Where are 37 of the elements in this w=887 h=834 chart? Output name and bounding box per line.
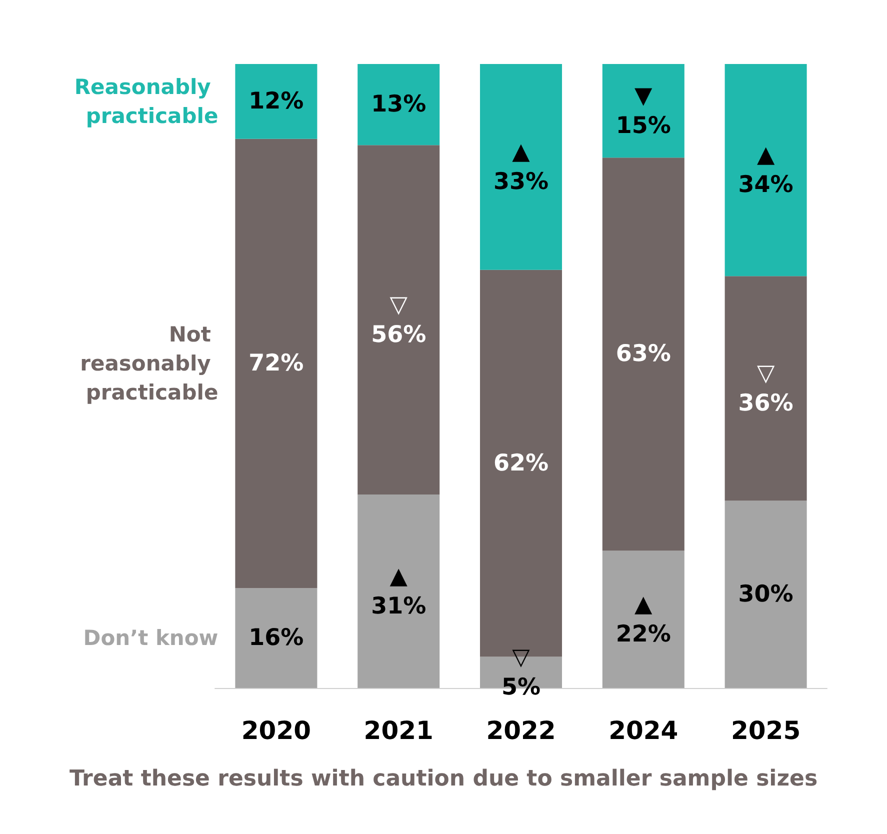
data-label: 72%	[248, 350, 304, 377]
bar	[602, 158, 684, 551]
data-label: 63%	[616, 341, 671, 368]
x-tick-label: 2022	[486, 716, 556, 745]
data-label: 30%	[738, 581, 794, 608]
data-label: 13%	[371, 92, 426, 118]
data-label: ▽ 5%	[501, 644, 541, 700]
bar	[235, 588, 318, 688]
bar	[358, 145, 440, 495]
data-label: ▼ 15%	[616, 82, 671, 139]
bar	[358, 64, 440, 146]
data-label: ▽ 36%	[738, 360, 794, 416]
data-label: ▲ 34%	[738, 142, 794, 198]
bar	[358, 494, 440, 688]
bar	[602, 550, 684, 688]
bar	[724, 64, 807, 276]
bar	[724, 276, 807, 501]
x-tick-label: 2021	[364, 716, 434, 745]
x-tick-label: 2024	[608, 716, 678, 745]
bar	[235, 64, 318, 139]
data-label: 16%	[248, 625, 304, 652]
data-label: ▲ 22%	[616, 591, 671, 648]
series-label: Not reasonably practicable	[80, 322, 218, 405]
data-label: 62%	[493, 450, 549, 476]
bar	[724, 500, 807, 688]
series-label: Don’t know	[83, 626, 218, 650]
data-label: ▲ 31%	[371, 563, 426, 620]
data-label: ▲ 33%	[493, 138, 549, 195]
bar	[480, 64, 562, 270]
series-label: Reasonably practicable	[74, 74, 218, 128]
data-label: 12%	[248, 88, 304, 114]
bar	[235, 138, 318, 588]
x-tick-label: 2020	[241, 716, 311, 745]
data-label: ▽ 56%	[371, 292, 426, 348]
bar	[602, 64, 684, 158]
x-tick-label: 2025	[731, 716, 801, 745]
text: Treat these results with caution due to smaller sample sizes	[69, 766, 818, 792]
